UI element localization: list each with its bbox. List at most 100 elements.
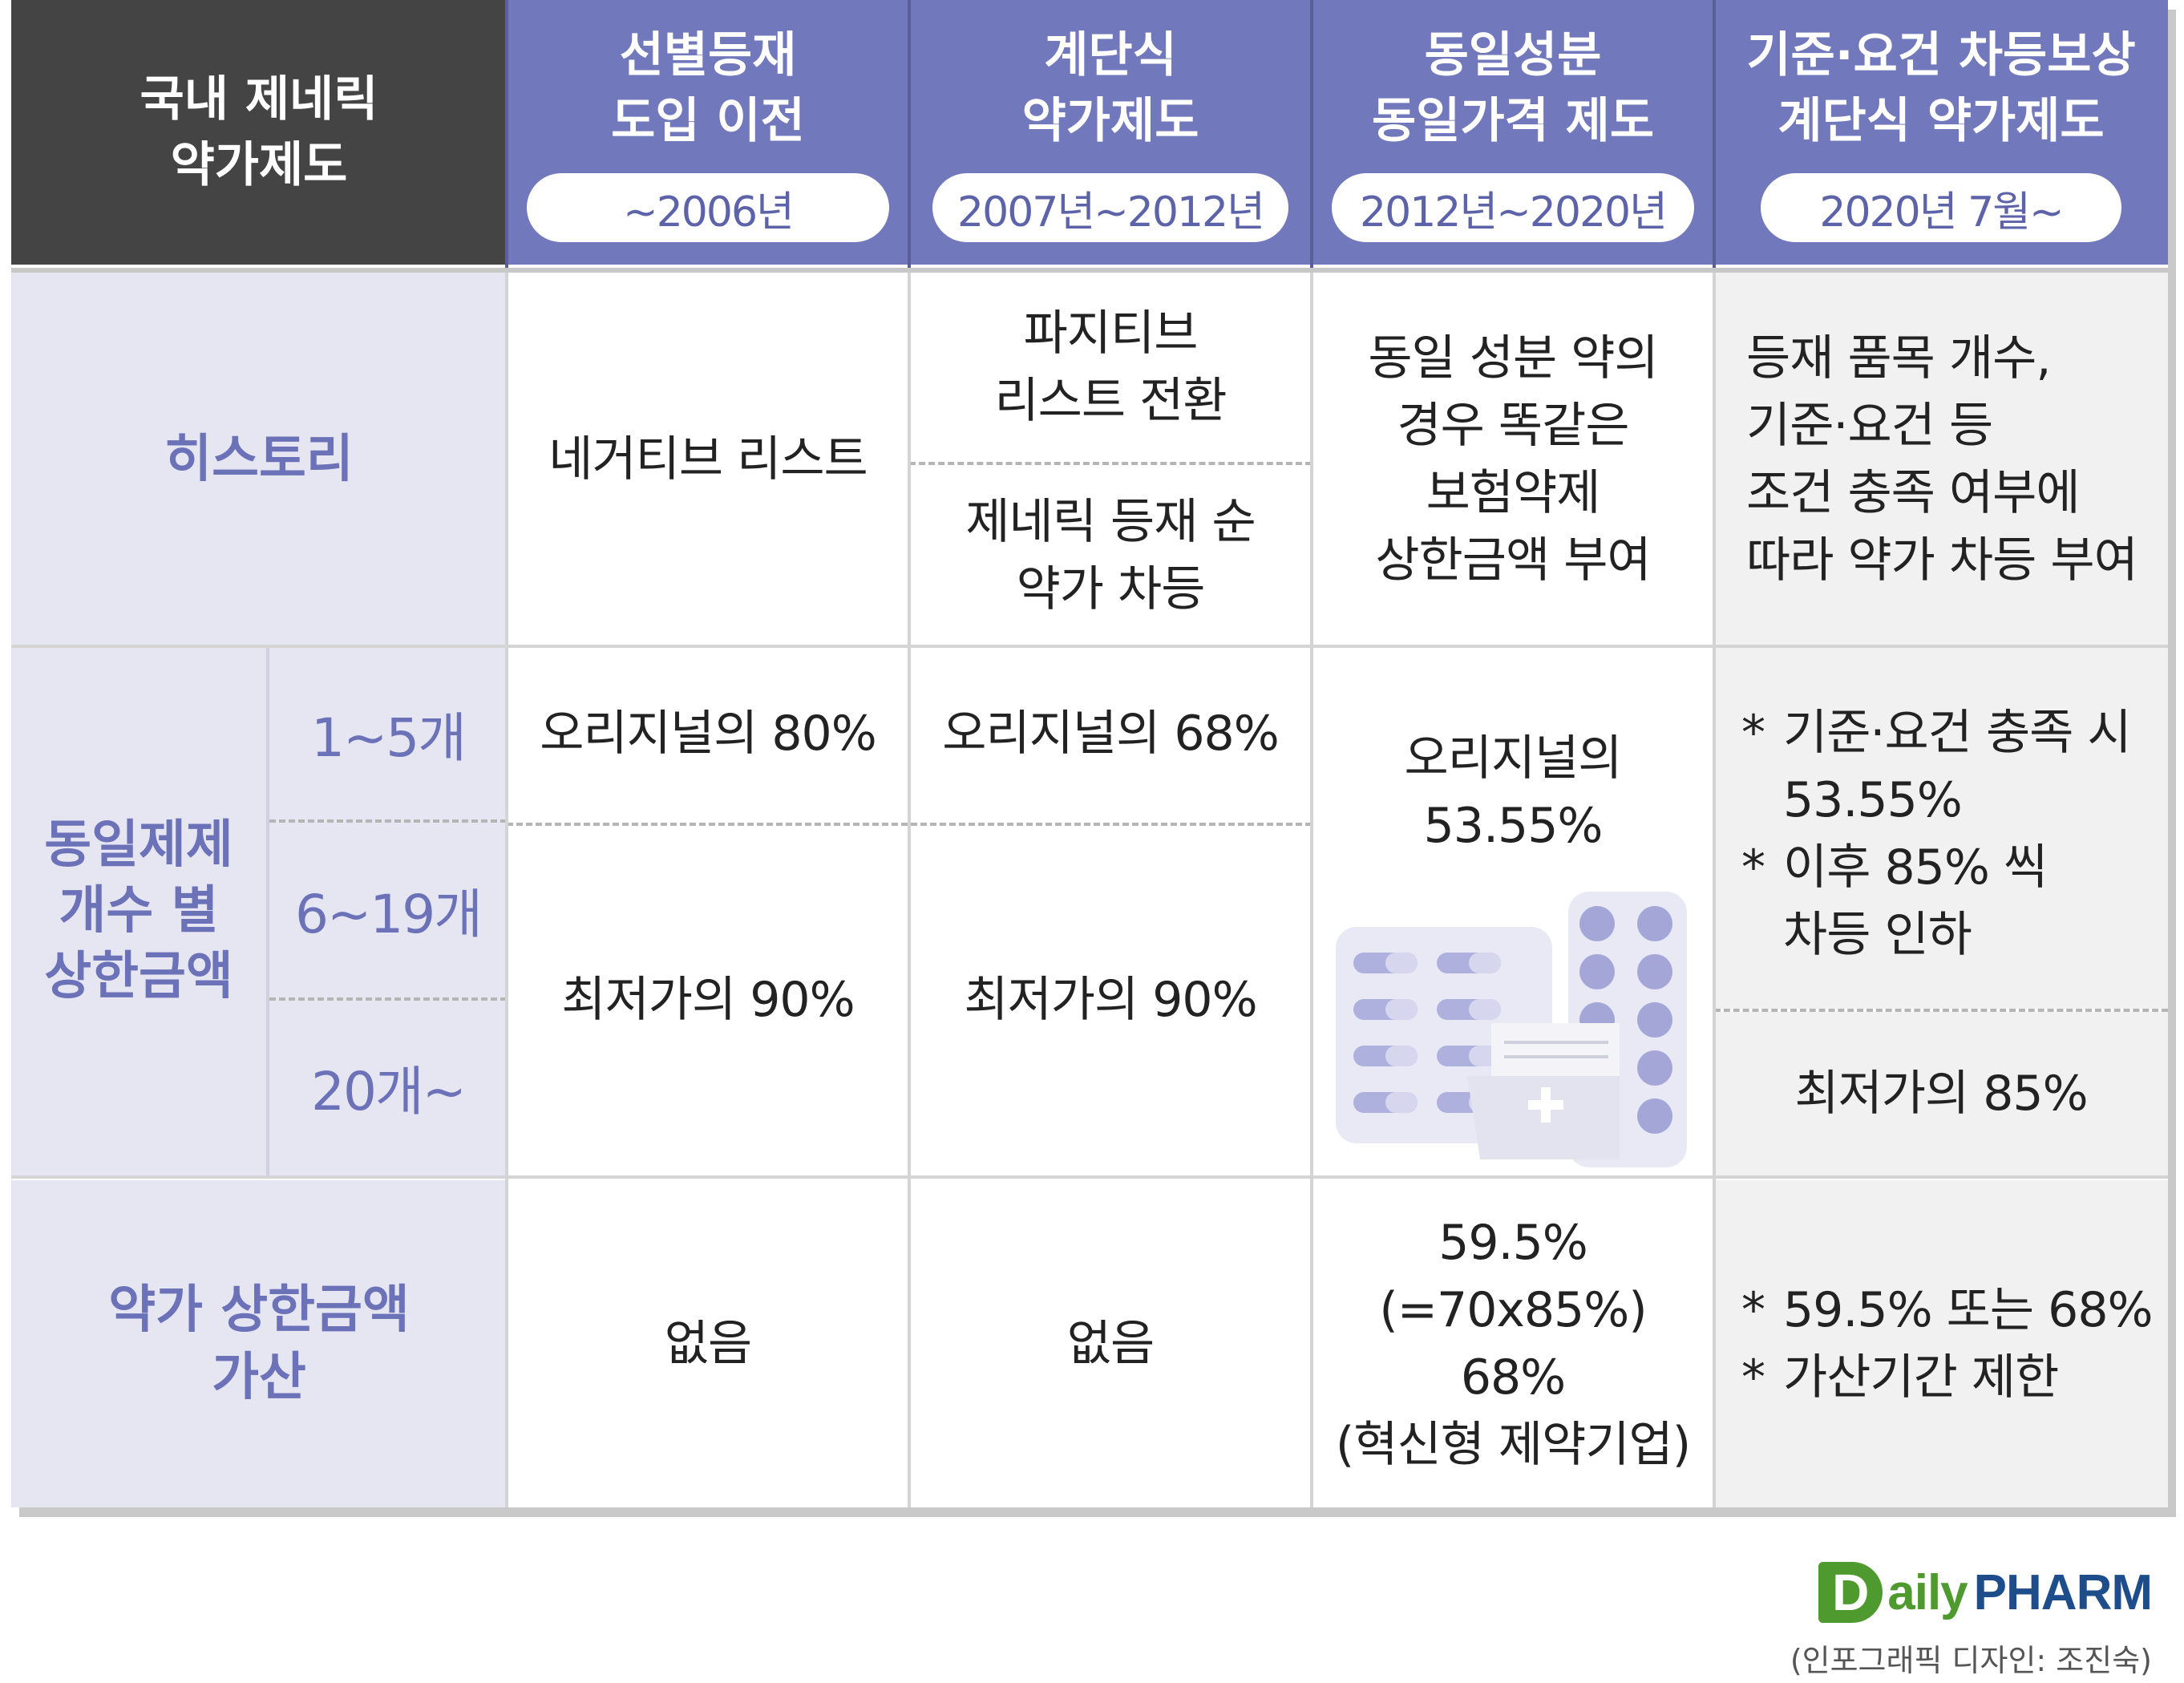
- cell-text: 59.5%: [1438, 1215, 1588, 1271]
- sub-label-text: 6~19개: [295, 884, 483, 945]
- column-divider: [505, 273, 508, 1507]
- cell-text: 등재 품목 개수,: [1746, 330, 2051, 386]
- period-pill: 2020년 7월~: [1761, 173, 2121, 242]
- row-divider: [11, 268, 2168, 273]
- pill-blister-illustration: [1336, 892, 1687, 1167]
- divider-dashed: [269, 819, 507, 823]
- column-title-line: 계단식 약가제도: [1778, 93, 2105, 149]
- cell-text: 오리지널의: [1404, 730, 1623, 787]
- column-title-line: 계단식: [1044, 27, 1177, 83]
- row-label-text: 개수 별: [59, 881, 219, 941]
- designer-credit: (인포그래픽 디자인: 조진숙): [1790, 1643, 2152, 1678]
- divider-dashed: [909, 462, 1312, 465]
- cell-text: 상한금액 부여: [1375, 532, 1651, 589]
- ceiling-col4-a: 기준·요건 충족 시 53.55% 이후 85% 씩 차등 인하: [1714, 646, 2168, 1009]
- cell-text: 경우 똑같은: [1397, 398, 1629, 454]
- row-label-ceiling: 동일제제 개수 별 상한금액: [11, 646, 266, 1175]
- column-title-line: 약가제도: [1021, 93, 1199, 149]
- cell-text: 리스트 전환: [994, 373, 1227, 429]
- row-divider: [11, 645, 2168, 648]
- history-col2-bottom: 제네릭 등재 순 약가 차등: [909, 465, 1312, 646]
- cell-text: 오리지널의 80%: [540, 706, 876, 762]
- column-divider: [1310, 0, 1313, 268]
- capsule-icon: [1353, 953, 1501, 1113]
- history-col4: 등재 품목 개수, 기준·요건 등 조건 충족 여부에 따라 약가 차등 부여: [1714, 273, 2168, 646]
- bullet-continuation: 53.55%: [1783, 772, 1963, 828]
- cell-text: 기준·요건 등: [1746, 398, 1993, 454]
- corner-title-line: 약가제도: [170, 137, 348, 193]
- cell-text: 최저가의 90%: [561, 972, 855, 1028]
- addon-col2: 없음: [909, 1180, 1312, 1507]
- sub-label-6-19: 6~19개: [269, 821, 507, 999]
- dailypharm-logo: D aily PHARM: [1818, 1562, 2153, 1623]
- period-pill: 2007년~2012년: [932, 173, 1288, 242]
- row-label-text: 히스토리: [164, 430, 354, 489]
- column-divider: [505, 0, 508, 268]
- column-title-line: 동일가격 제도: [1371, 93, 1655, 149]
- cell-text: (혁신형 제약기업): [1335, 1417, 1691, 1473]
- column-header-1: 선별등재 도입 이전 ~2006년: [507, 0, 909, 265]
- history-col1: 네거티브 리스트: [507, 273, 909, 646]
- period-pill: 2012년~2020년: [1332, 173, 1694, 242]
- row-label-addon: 약가 상한금액 가산: [11, 1180, 507, 1507]
- row-label-text: 가산: [212, 1348, 306, 1407]
- bullet-item: 이후 85% 씩: [1741, 834, 2131, 901]
- period-pill: ~2006년: [527, 173, 889, 242]
- addon-col3: 59.5% (=70x85%) 68% (혁신형 제약기업): [1312, 1180, 1714, 1507]
- addon-col4: 59.5% 또는 68% 가산기간 제한: [1714, 1180, 2168, 1507]
- row-label-text: 약가 상한금액: [108, 1280, 410, 1340]
- bullet-continuation: 차등 인하: [1783, 907, 1972, 963]
- cell-text: 따라 약가 차등 부여: [1746, 532, 2138, 589]
- addon-col1: 없음: [507, 1180, 909, 1507]
- sub-label-20: 20개~: [269, 999, 507, 1175]
- cell-text: 53.55%: [1423, 798, 1604, 854]
- corner-header: 국내 제네릭 약가제도: [11, 0, 507, 265]
- cell-text: 약가 차등: [1016, 561, 1206, 617]
- period-text: ~2006년: [623, 188, 795, 237]
- sub-label-text: 1~5개: [310, 707, 467, 769]
- cell-text: 없음: [1066, 1316, 1155, 1372]
- row-divider: [11, 1175, 2168, 1179]
- column-divider: [1713, 273, 1716, 1507]
- history-col3: 동일 성분 약의 경우 똑같은 보험약제 상한금액 부여: [1312, 273, 1714, 646]
- logo-wordmark: aily PHARM: [1887, 1564, 2153, 1621]
- column-header-4: 기준·요건 차등보상 계단식 약가제도 2020년 7월~: [1714, 0, 2168, 265]
- cell-text: 동일 성분 약의: [1368, 330, 1658, 386]
- column-divider: [1713, 0, 1716, 268]
- history-col2-top: 파지티브 리스트 전환: [909, 273, 1312, 462]
- cell-text: 없음: [664, 1316, 752, 1372]
- cell-text: 보험약제: [1426, 465, 1601, 521]
- row-label-text: 상한금액: [44, 947, 233, 1006]
- medicine-box-icon: [1467, 1023, 1620, 1159]
- logo-pharm: PHARM: [1973, 1564, 2153, 1620]
- corner-title-line: 국내 제네릭: [140, 71, 378, 127]
- ceiling-col1-b: 최저가의 90%: [507, 824, 909, 1175]
- period-text: 2020년 7월~: [1819, 188, 2064, 237]
- column-header-3: 동일성분 동일가격 제도 2012년~2020년: [1312, 0, 1714, 265]
- ceiling-col1-a: 오리지널의 80%: [507, 646, 909, 821]
- row-label-history: 히스토리: [11, 273, 507, 646]
- cell-text: 오리지널의 68%: [942, 706, 1279, 762]
- column-divider: [908, 0, 911, 268]
- bullet-item: 가산기간 제한: [1741, 1344, 2059, 1411]
- logo-aily: aily: [1887, 1564, 1968, 1620]
- column-title-line: 기준·요건 차등보상: [1746, 27, 2136, 83]
- column-divider: [908, 273, 911, 1507]
- sub-label-1-5: 1~5개: [269, 646, 507, 821]
- ceiling-col2-b: 최저가의 90%: [909, 824, 1312, 1175]
- ceiling-col3: 오리지널의 53.55%: [1312, 646, 1714, 1175]
- corner-title: 국내 제네릭 약가제도: [140, 67, 378, 198]
- cell-text: 제네릭 등재 순: [965, 494, 1256, 550]
- period-text: 2007년~2012년: [957, 188, 1265, 237]
- cell-text: 68%: [1460, 1349, 1566, 1406]
- cell-text: 네거티브 리스트: [548, 431, 868, 488]
- ceiling-col2-a: 오리지널의 68%: [909, 646, 1312, 821]
- column-title-line: 선별등재: [619, 27, 797, 83]
- column-title-line: 도입 이전: [611, 93, 805, 149]
- ceiling-col4-b: 최저가의 85%: [1714, 1012, 2168, 1175]
- divider-dashed: [1714, 1009, 2168, 1012]
- row-label-text: 동일제제: [44, 815, 233, 875]
- cell-text: 최저가의 90%: [964, 972, 1257, 1028]
- column-header-2: 계단식 약가제도 2007년~2012년: [909, 0, 1312, 265]
- cell-text: (=70x85%): [1379, 1282, 1647, 1338]
